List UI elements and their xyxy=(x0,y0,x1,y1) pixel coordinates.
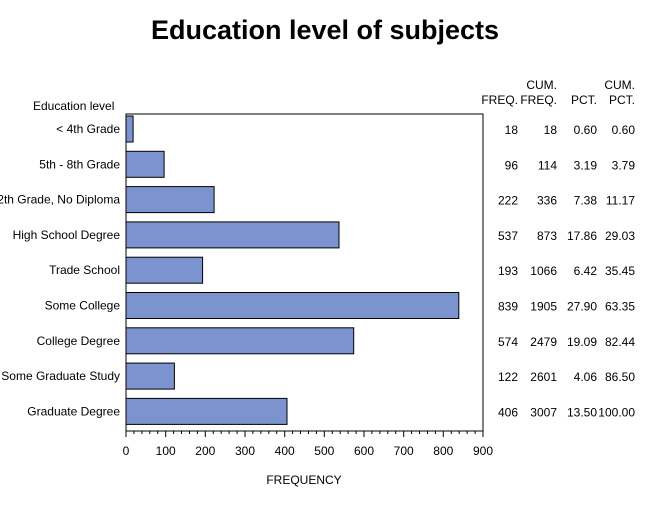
plot-frame xyxy=(125,113,484,432)
x-tick-label-2: 200 xyxy=(195,444,215,458)
table-header-cum-pct-bottom: PCT. xyxy=(609,93,635,107)
category-label-3: High School Degree xyxy=(13,228,121,242)
table-header-freq-bottom: FREQ. xyxy=(481,93,518,107)
category-label-6: College Degree xyxy=(37,334,121,348)
table-header-cum-freq-top: CUM. xyxy=(526,78,557,92)
category-label-0: < 4th Grade xyxy=(56,122,120,136)
x-tick-label-7: 700 xyxy=(394,444,414,458)
x-tick-label-3: 300 xyxy=(235,444,255,458)
table-cell-cum-freq-0: 18 xyxy=(544,123,558,137)
table-cell-freq-2: 222 xyxy=(498,194,518,208)
table-cell-cum-pct-6: 82.44 xyxy=(605,335,635,349)
table-cell-pct-5: 27.90 xyxy=(567,300,597,314)
table-cell-pct-8: 13.50 xyxy=(567,405,597,419)
bar-4 xyxy=(125,256,204,284)
table-cell-cum-pct-2: 11.17 xyxy=(606,194,635,208)
table-cell-cum-freq-4: 1066 xyxy=(530,264,557,278)
table-cell-pct-0: 0.60 xyxy=(574,123,598,137)
category-labels: < 4th Grade 5th - 8th Grade 9th - 12th Gra… xyxy=(0,122,120,418)
table-cell-cum-pct-0: 0.60 xyxy=(612,123,636,137)
table-header-cum-pct-top: CUM. xyxy=(604,78,635,92)
table-cell-pct-7: 4.06 xyxy=(574,370,598,384)
table-cell-cum-freq-6: 2479 xyxy=(530,335,557,349)
table-cell-cum-freq-5: 1905 xyxy=(530,300,557,314)
x-tick-label-1: 100 xyxy=(156,444,176,458)
table-cell-freq-4: 193 xyxy=(498,264,518,278)
table-cell-cum-freq-1: 114 xyxy=(538,158,557,172)
x-tick-label-6: 600 xyxy=(354,444,374,458)
table-header-pct-bottom: PCT. xyxy=(571,93,597,107)
x-axis-label: FREQUENCY xyxy=(266,473,341,487)
table-cell-freq-3: 537 xyxy=(498,229,518,243)
y-axis-label: Education level xyxy=(33,99,114,113)
x-tick-label-4: 400 xyxy=(275,444,295,458)
bar-5 xyxy=(125,292,460,319)
table-cell-freq-8: 406 xyxy=(498,405,518,419)
x-tick-label-0: 0 xyxy=(123,444,130,458)
x-tick-label-5: 500 xyxy=(314,444,334,458)
table-cell-cum-pct-1: 3.79 xyxy=(612,158,636,172)
bar-0 xyxy=(125,115,134,143)
x-tick-label-9: 900 xyxy=(473,444,493,458)
table-cell-cum-freq-8: 3007 xyxy=(530,405,557,419)
stats-table-cells: 18 18 0.60 0.60 96 114 3.19 3.79 222 336 7.38 11.17… xyxy=(498,123,635,419)
category-label-8: Graduate Degree xyxy=(27,404,120,418)
table-cell-cum-pct-4: 35.45 xyxy=(605,264,635,278)
table-cell-freq-1: 96 xyxy=(505,158,519,172)
table-cell-cum-freq-2: 336 xyxy=(537,194,557,208)
bar-8 xyxy=(125,397,288,425)
table-cell-pct-1: 3.19 xyxy=(574,158,598,172)
table-cell-cum-freq-7: 2601 xyxy=(530,370,557,384)
bar-6 xyxy=(125,327,355,355)
category-label-5: Some College xyxy=(45,299,121,313)
table-cell-cum-pct-5: 63.35 xyxy=(605,300,635,314)
table-cell-freq-0: 18 xyxy=(505,123,519,137)
stats-table-headers: FREQ.CUM.FREQ. PCT.CUM.PCT. xyxy=(481,78,635,107)
table-cell-cum-freq-3: 873 xyxy=(537,229,557,243)
table-cell-cum-pct-3: 29.03 xyxy=(605,229,635,243)
x-axis: 0 100 200 300 400 500 600 700 800 900 xyxy=(123,431,493,458)
bar-7 xyxy=(125,362,175,390)
table-cell-cum-pct-8: 100.00 xyxy=(598,405,635,419)
chart-title: Education level of subjects xyxy=(151,15,499,45)
bar-3 xyxy=(125,221,340,249)
category-label-1: 5th - 8th Grade xyxy=(39,157,120,171)
table-cell-freq-6: 574 xyxy=(498,335,518,349)
bar-1 xyxy=(125,150,165,178)
bars xyxy=(125,115,460,425)
table-cell-freq-7: 122 xyxy=(498,370,518,384)
table-cell-cum-pct-7: 86.50 xyxy=(605,370,635,384)
category-label-4: Trade School xyxy=(49,263,120,277)
table-cell-pct-3: 17.86 xyxy=(567,229,597,243)
table-cell-freq-5: 839 xyxy=(498,300,518,314)
table-cell-pct-6: 19.09 xyxy=(567,335,597,349)
category-label-7: Some Graduate Study xyxy=(1,369,120,383)
table-cell-pct-4: 6.42 xyxy=(574,264,598,278)
x-tick-label-8: 800 xyxy=(433,444,453,458)
table-header-cum-freq-bottom: FREQ. xyxy=(520,93,557,107)
table-cell-pct-2: 7.38 xyxy=(574,194,598,208)
category-label-2: 9th - 12th Grade, No Diploma xyxy=(0,193,120,207)
bar-2 xyxy=(125,186,215,214)
